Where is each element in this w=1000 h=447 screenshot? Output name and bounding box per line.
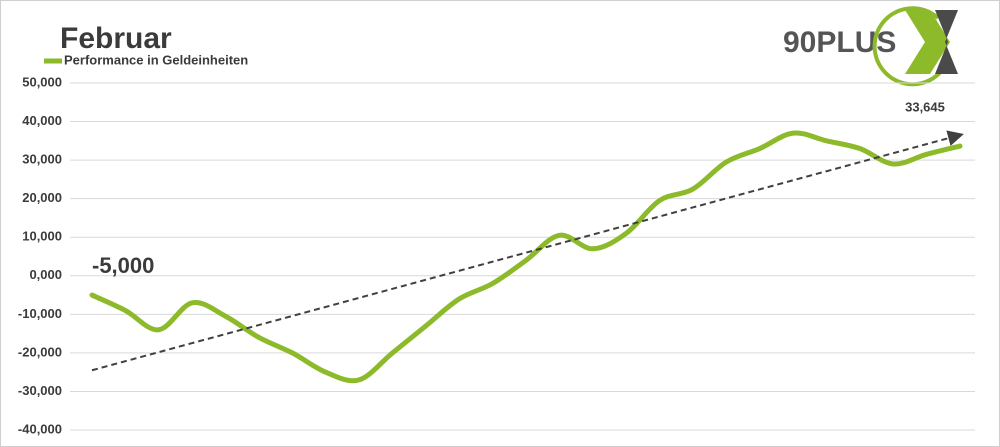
chart-title: Februar [60,22,172,55]
line [89,130,963,384]
y-tick-label: 20,000 [22,190,62,205]
data-label: 33,645 [905,99,945,114]
y-tick-label: 50,000 [22,74,62,89]
y-tick-label: -40,000 [18,421,62,436]
logo: 90PLUS [783,6,958,87]
y-tick-label: 0,000 [29,267,62,282]
y-tick-label: 30,000 [22,152,62,167]
data-label: -5,000 [92,253,154,278]
y-tick-label: -30,000 [18,383,62,398]
y-tick-label: -20,000 [18,344,62,359]
y-tick-label: 40,000 [22,113,62,128]
legend-label: Performance in Geldeinheiten [64,52,248,67]
y-tick-label: 10,000 [22,229,62,244]
y-tick-label: -10,000 [18,306,62,321]
